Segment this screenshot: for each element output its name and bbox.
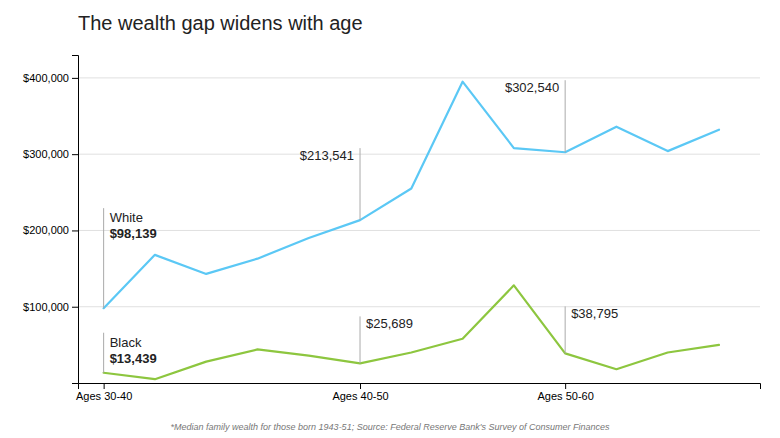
value-label: $98,139 (110, 226, 157, 241)
plot: $100,000 $200,000 $300,000 $400,000 Ages 30-… (23, 56, 760, 402)
title: The wealth gap widens with age (78, 12, 363, 34)
tick-label: $400,000 (23, 72, 69, 84)
leader-line (103, 333, 104, 373)
leader-line (565, 80, 566, 152)
leader-line (103, 208, 104, 308)
grid-line (78, 306, 760, 307)
leader-line (360, 316, 361, 363)
value-label: $38,795 (571, 306, 618, 321)
tick-label: Ages 30-40 (76, 390, 132, 402)
axis-line (72, 56, 79, 384)
grid-line (78, 77, 760, 78)
tick-label: $200,000 (23, 224, 69, 236)
grid (78, 78, 760, 307)
y-axis: $100,000 $200,000 $300,000 $400,000 (23, 56, 78, 384)
value-label: $302,540 (505, 80, 559, 95)
value-label: $213,541 (300, 148, 354, 163)
series-label: Black (110, 335, 142, 350)
tick: Ages 40-50 (332, 383, 388, 402)
tick-mark (72, 78, 78, 79)
value-label: $13,439 (110, 351, 157, 366)
tick-mark (72, 230, 78, 231)
tick-mark (72, 154, 78, 155)
tick-label: $300,000 (23, 148, 69, 160)
value-label: $25,689 (366, 316, 413, 331)
annotations: White$98,139 $213,541 $302,540 Black$13,439… (104, 80, 619, 373)
tick: Ages 30-40 (76, 383, 132, 402)
tick-mark (360, 383, 361, 389)
tick: $300,000 (23, 148, 78, 160)
tick: $400,000 (23, 72, 78, 84)
series-group (104, 82, 719, 379)
tick: $100,000 (23, 301, 78, 313)
tick: $200,000 (23, 224, 78, 236)
leader-line (565, 306, 566, 353)
tick-mark (104, 383, 105, 389)
series-line (104, 82, 719, 308)
tick-label: Ages 50-60 (538, 390, 594, 402)
tick: Ages 50-60 (538, 383, 594, 402)
chart: The wealth gap widens with age *Median fa… (0, 0, 780, 438)
tick-label: $100,000 (23, 301, 69, 313)
x-axis: Ages 30-40 Ages 40-50 Ages 50-60 (76, 383, 760, 402)
axis-line (79, 384, 761, 390)
series-line (104, 285, 719, 379)
tick-label: Ages 40-50 (332, 390, 388, 402)
tick-mark (72, 307, 78, 308)
footnote: *Median family wealth for those born 194… (171, 422, 610, 432)
tick-mark (565, 383, 566, 389)
grid-line (78, 230, 760, 231)
series-label: White (110, 210, 143, 225)
grid-line (78, 154, 760, 155)
leader-line (360, 148, 361, 220)
